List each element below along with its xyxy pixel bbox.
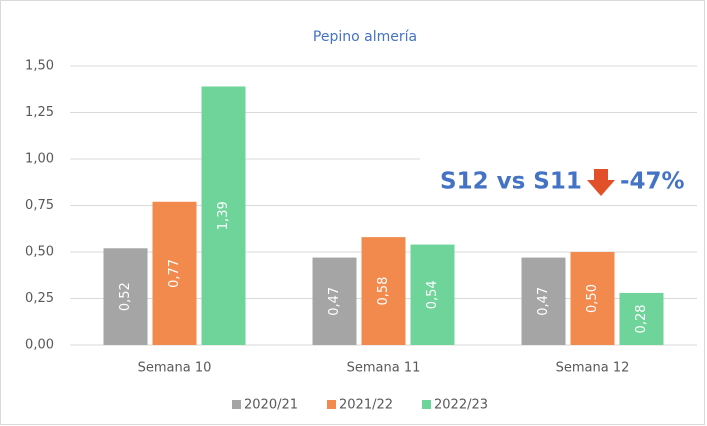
annotation: S12 vs S11 -47%: [420, 158, 698, 204]
bar: [570, 252, 615, 345]
y-tick-label: 1,25: [25, 105, 54, 120]
data-label: 0,47: [536, 287, 551, 316]
data-label: 0,47: [327, 287, 342, 316]
x-tick-label: Semana 10: [138, 361, 212, 376]
bar: [410, 244, 455, 345]
legend-swatch: [422, 400, 431, 409]
y-tick-label: 1,00: [25, 152, 54, 167]
bar: [152, 201, 197, 345]
chart-title: Pepino almería: [313, 29, 417, 45]
data-label: 0,50: [585, 284, 600, 313]
bar: [521, 257, 566, 345]
legend-label: 2021/22: [339, 398, 393, 413]
annotation-box: [420, 158, 698, 204]
data-label: 0,28: [634, 304, 649, 333]
y-tick-label: 1,50: [25, 59, 54, 74]
x-tick-label: Semana 12: [556, 361, 630, 376]
y-tick-label: 0,50: [25, 245, 54, 260]
legend-label: 2020/21: [244, 398, 298, 413]
legend-swatch: [232, 400, 241, 409]
bar: [312, 257, 357, 345]
legend-label: 2022/23: [434, 398, 488, 413]
bar: [619, 292, 664, 345]
x-tick-label: Semana 11: [347, 361, 421, 376]
data-label: 1,39: [216, 201, 231, 230]
data-label: 0,52: [118, 282, 133, 311]
bar: [103, 248, 148, 345]
data-label: 0,77: [167, 259, 182, 288]
y-tick-label: 0,25: [25, 291, 54, 306]
data-label: 0,54: [425, 280, 440, 309]
legend-swatch: [327, 400, 336, 409]
bar: [361, 237, 406, 345]
bar: [201, 86, 246, 346]
y-tick-label: 0,00: [25, 338, 54, 353]
annotation-text: S12 vs S11: [440, 169, 582, 195]
annotation-text: -47%: [620, 169, 685, 195]
data-label: 0,58: [376, 277, 391, 306]
y-tick-label: 0,75: [25, 198, 54, 213]
down-arrow-icon: [587, 169, 615, 196]
